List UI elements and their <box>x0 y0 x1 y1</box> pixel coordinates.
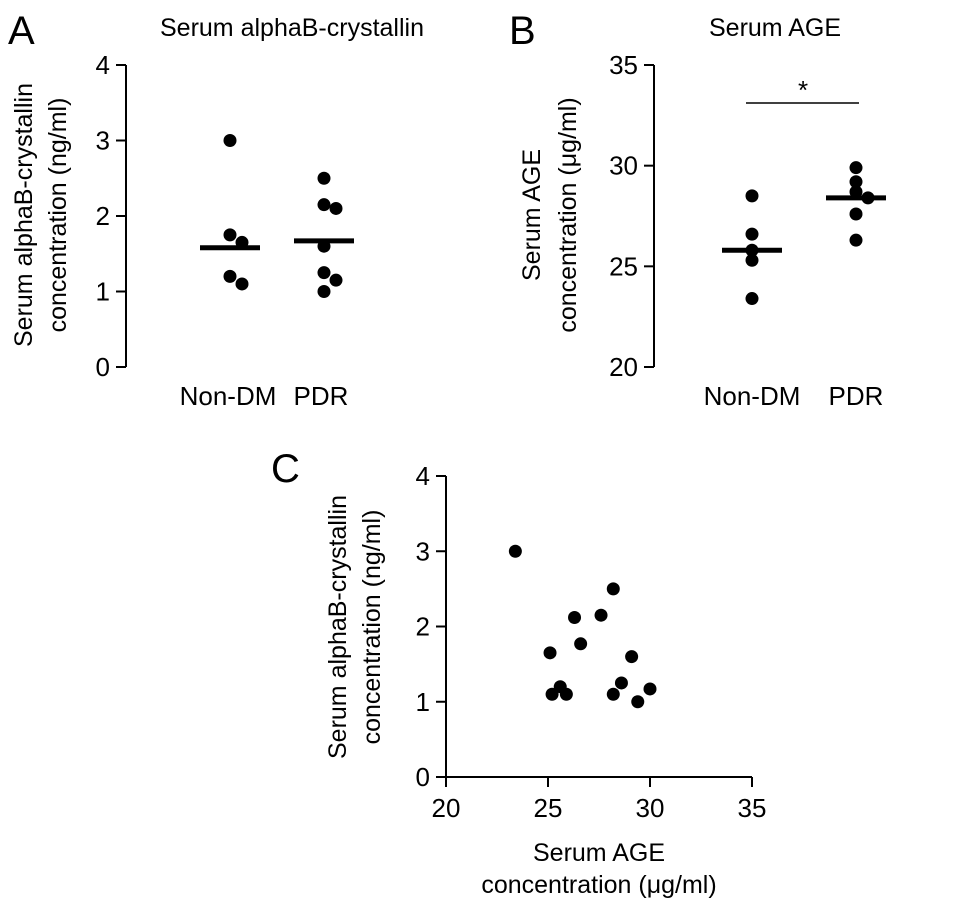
panel-c-point <box>559 687 573 701</box>
panel-c-point <box>545 687 559 701</box>
panel-a-point <box>329 201 343 215</box>
panel-a-xtick-pdr: PDR <box>294 381 349 411</box>
panel-a-ylabel-line2: concentration (ng/ml) <box>44 98 72 333</box>
panel-a-point <box>317 266 331 280</box>
panel-c-ytick-label: 2 <box>416 612 430 642</box>
panel-c-ylabel-line2: concentration (ng/ml) <box>358 510 386 745</box>
panel-c-point <box>606 687 620 701</box>
panel-b-ylabel-line1: Serum AGE <box>518 149 546 281</box>
panel-c-point <box>574 637 588 651</box>
panel-b-point <box>849 185 863 199</box>
panel-a-point <box>329 273 343 287</box>
panel-a-ytick-label: 3 <box>96 126 110 156</box>
panel-b-letter: B <box>509 9 536 53</box>
panel-c-point <box>568 610 582 624</box>
panel-a-point <box>223 269 237 283</box>
panel-c-point <box>631 695 645 709</box>
panel-c-data <box>508 544 657 709</box>
panel-c-ytick-label: 0 <box>416 762 430 792</box>
panel-a-ytick-label: 4 <box>96 50 110 80</box>
panel-c-xtick-label: 25 <box>534 793 563 823</box>
panel-c-point <box>508 544 522 558</box>
panel-c-letter: C <box>271 447 300 491</box>
panel-b-point <box>745 227 759 241</box>
panel-c-point <box>543 646 557 660</box>
panel-c-y-ticks: 0 1 2 3 4 <box>416 461 446 792</box>
panel-b-point <box>861 191 875 205</box>
panel-b: B Serum AGE Serum AGE concentration (μg/… <box>509 9 886 411</box>
panel-b-ytick-label: 35 <box>609 50 638 80</box>
panel-b-point <box>849 207 863 221</box>
panel-a-point <box>223 228 237 242</box>
panel-c-xtick-label: 20 <box>432 793 461 823</box>
panel-a-ytick-label: 2 <box>96 201 110 231</box>
panel-a-point <box>317 239 331 253</box>
panel-b-point <box>849 175 863 189</box>
panel-c-xlabel-line2: concentration (μg/ml) <box>481 871 716 899</box>
panel-b-ytick-label: 25 <box>609 251 638 281</box>
panel-c-ytick-label: 3 <box>416 536 430 566</box>
panel-b-point <box>745 189 759 203</box>
panel-a-point <box>235 277 249 291</box>
panel-b-data <box>722 161 886 306</box>
panel-c-xlabel-line1: Serum AGE <box>533 839 665 867</box>
panel-a-ytick-label: 1 <box>96 277 110 307</box>
panel-b-point <box>745 243 759 257</box>
panel-c-point <box>614 676 628 690</box>
panel-b-ytick-label: 30 <box>609 151 638 181</box>
panel-a-point <box>235 235 249 249</box>
panel-c-x-ticks: 20 25 30 35 <box>432 777 767 823</box>
panel-c-point <box>625 650 639 664</box>
panel-c-ytick-label: 1 <box>416 687 430 717</box>
panel-b-point <box>849 161 863 175</box>
panel-b-ylabel-line2: concentration (μg/ml) <box>554 97 582 332</box>
panel-b-significance-star: * <box>798 75 808 105</box>
panel-c-point <box>606 582 620 596</box>
panel-b-y-ticks: 20 25 30 35 <box>609 50 654 382</box>
panel-a-point <box>317 285 331 298</box>
panel-b-point <box>745 253 759 267</box>
panel-b-title: Serum AGE <box>709 14 841 42</box>
panel-c-ylabel-line1: Serum alphaB-crystallin <box>324 495 352 759</box>
panel-b-xtick-pdr: PDR <box>829 381 884 411</box>
panel-a-y-ticks: 0 1 2 3 4 <box>96 50 126 382</box>
panel-a-point <box>317 171 331 185</box>
panel-c-point <box>594 608 608 622</box>
panel-b-xtick-non-dm: Non-DM <box>704 381 801 411</box>
panel-a-ytick-label: 0 <box>96 352 110 382</box>
panel-a-ylabel-line1: Serum alphaB-crystallin <box>10 83 38 347</box>
panel-a-letter: A <box>8 9 35 53</box>
panel-a-point <box>223 134 237 147</box>
panel-c-point <box>643 682 657 696</box>
panel-b-point <box>745 292 759 306</box>
panel-a: A Serum alphaB-crystallin Serum alphaB-c… <box>8 9 424 411</box>
panel-b-point <box>849 233 863 247</box>
panel-b-ytick-label: 20 <box>609 352 638 382</box>
panel-c-xtick-label: 30 <box>636 793 665 823</box>
panel-c: C Serum alphaB-crystallin concentration … <box>271 447 766 899</box>
panel-a-point <box>317 198 331 212</box>
panel-a-data <box>200 134 354 298</box>
panel-c-ytick-label: 4 <box>416 461 430 491</box>
panel-a-title: Serum alphaB-crystallin <box>160 14 424 42</box>
panel-a-xtick-non-dm: Non-DM <box>180 381 277 411</box>
panel-c-xtick-label: 35 <box>738 793 767 823</box>
